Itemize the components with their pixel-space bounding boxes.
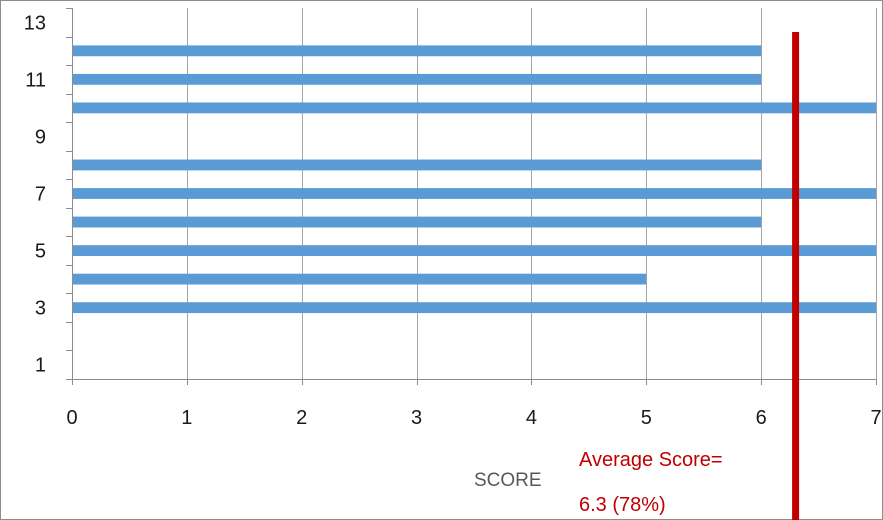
x-axis-title: SCORE [474, 470, 542, 491]
average-reference: Average Score= 6.3 (78%) [579, 32, 800, 520]
bars [72, 45, 876, 314]
x-tick-label-7: 7 [870, 407, 881, 429]
bar-10 [72, 102, 876, 114]
bar-6 [72, 216, 762, 228]
bar-5 [72, 245, 876, 256]
x-tick-label-3: 3 [411, 407, 422, 429]
bar-3 [72, 302, 876, 314]
bar-11 [72, 73, 762, 85]
x-tick-label-0: 0 [66, 407, 77, 429]
bar-7 [72, 188, 876, 199]
bar-8 [72, 159, 762, 171]
y-tick-label-11: 11 [25, 69, 46, 91]
x-tick-label-1: 1 [181, 407, 192, 429]
average-label-line2: 6.3 (78%) [579, 494, 666, 516]
x-tick-label-5: 5 [641, 407, 652, 429]
y-tick-label-9: 9 [35, 126, 46, 148]
bar-4 [72, 273, 647, 285]
x-tick-label-4: 4 [526, 407, 537, 429]
axes [66, 8, 877, 385]
y-tick-label-5: 5 [35, 241, 46, 263]
average-line [792, 32, 800, 520]
y-tick-label-7: 7 [35, 184, 46, 206]
y-tick-label-3: 3 [35, 298, 46, 320]
bar-12 [72, 45, 762, 57]
y-tick-label-1: 1 [35, 355, 46, 377]
y-tick-label-13: 13 [24, 12, 46, 34]
x-tick-label-6: 6 [756, 407, 767, 429]
average-label-line1: Average Score= [579, 449, 723, 471]
x-tick-label-2: 2 [296, 407, 307, 429]
